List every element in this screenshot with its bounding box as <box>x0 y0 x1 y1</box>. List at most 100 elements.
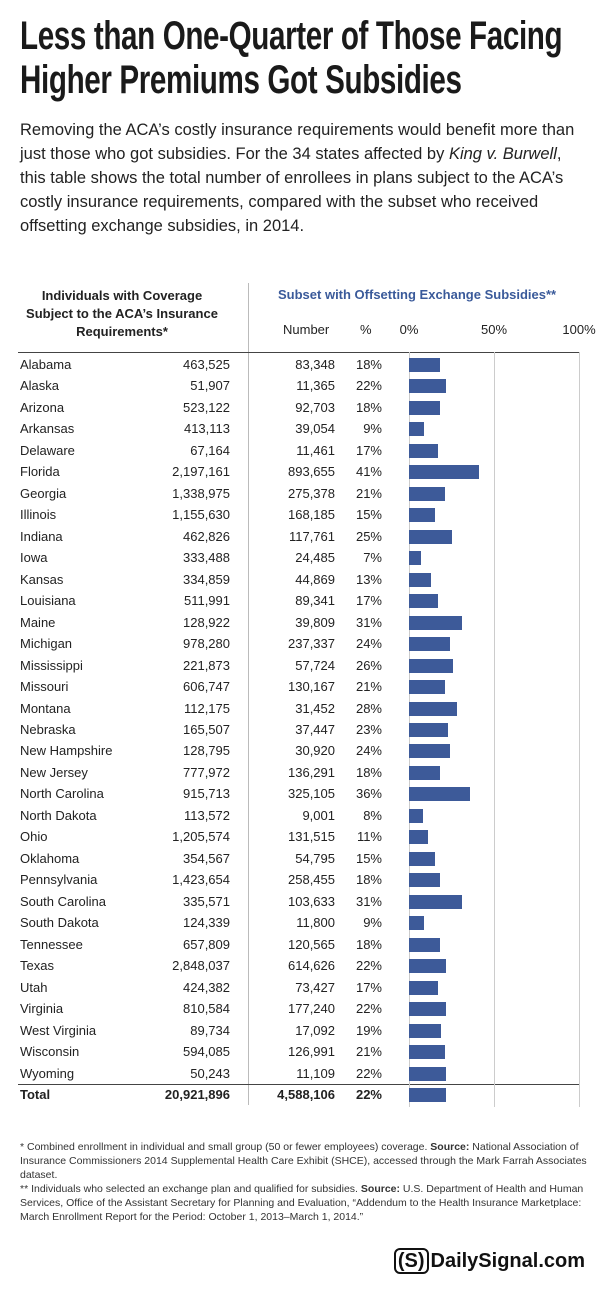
subsidized-value: 130,167 <box>288 679 335 695</box>
percent-value: 17% <box>355 593 382 609</box>
bar <box>409 615 462 630</box>
source-label: Source: <box>360 1183 400 1195</box>
subsidized-value: 177,240 <box>288 1001 335 1017</box>
coverage-value: 335,571 <box>183 893 230 909</box>
bar <box>409 851 435 866</box>
coverage-value: 523,122 <box>183 399 230 415</box>
subtitle-text: Removing the ACA’s costly insurance requ… <box>20 121 575 163</box>
state-label: Ohio <box>20 829 48 845</box>
grid-line <box>579 352 580 1107</box>
source-label: Source: <box>430 1141 470 1153</box>
bar <box>409 959 447 974</box>
percent-value: 18% <box>355 936 382 952</box>
bar <box>409 937 440 952</box>
coverage-value: 1,338,975 <box>172 485 230 501</box>
state-label: Total <box>20 1086 51 1102</box>
subsidized-value: 325,105 <box>288 786 335 802</box>
coverage-value: 810,584 <box>183 1001 230 1017</box>
x-tick-label: 0% <box>399 322 419 337</box>
bar <box>409 379 447 394</box>
state-label: Tennessee <box>20 936 83 952</box>
percent-value: 22% <box>355 958 382 974</box>
percent-value: 8% <box>363 807 382 823</box>
state-label: Alabama <box>20 357 72 372</box>
percent-value: 13% <box>355 571 382 587</box>
bar <box>409 443 438 458</box>
subsidized-value: 39,809 <box>295 614 335 630</box>
state-label: Wisconsin <box>20 1044 80 1060</box>
subsidized-value: 17,092 <box>295 1022 335 1038</box>
percent-value: 18% <box>355 357 382 372</box>
subsidized-value: 103,633 <box>288 893 335 909</box>
coverage-value: 978,280 <box>183 636 230 652</box>
footnote: ** Individuals who selected an exchange … <box>20 1182 590 1224</box>
total-rule <box>18 1084 580 1085</box>
bar <box>409 980 438 995</box>
percent-value: 31% <box>355 893 382 909</box>
percent-value: 22% <box>355 1001 382 1017</box>
coverage-value: 2,848,037 <box>172 958 230 974</box>
state-label: Kansas <box>20 571 64 587</box>
bar <box>409 787 471 802</box>
bar <box>409 465 479 480</box>
bar <box>409 701 457 716</box>
coverage-value: 333,488 <box>183 550 230 566</box>
state-label: Virginia <box>20 1001 64 1017</box>
state-label: South Dakota <box>20 915 99 931</box>
subsidized-value: 39,054 <box>295 421 335 437</box>
coverage-value: 20,921,896 <box>164 1086 230 1102</box>
subsidized-value: 120,565 <box>288 936 335 952</box>
state-label: Pennsylvania <box>20 872 98 888</box>
percent-value: 11% <box>356 829 382 845</box>
footnote-text: U.S. Department of Health and Human Serv… <box>20 1183 584 1223</box>
bar <box>409 400 440 415</box>
footnote-text: ** Individuals who selected an exchange … <box>20 1183 361 1195</box>
subsidized-value: 4,588,106 <box>277 1086 335 1102</box>
footnote: * Combined enrollment in individual and … <box>20 1140 590 1182</box>
subsidized-value: 136,291 <box>288 764 335 780</box>
subsidized-value: 168,185 <box>288 507 335 523</box>
percent-value: 36% <box>355 786 382 802</box>
subsidized-value: 31,452 <box>295 700 335 716</box>
state-label: Arizona <box>20 399 65 415</box>
percent-value: 9% <box>363 915 382 931</box>
percent-value: 19% <box>355 1022 382 1038</box>
bar <box>409 508 435 523</box>
bar <box>409 486 445 501</box>
subtitle-case: King v. Burwell <box>448 145 557 163</box>
percent-value: 25% <box>355 528 382 544</box>
coverage-value: 89,734 <box>190 1022 230 1038</box>
state-label: Oklahoma <box>20 850 80 866</box>
subsidized-value: 57,724 <box>295 657 335 673</box>
percent-value: 31% <box>355 614 382 630</box>
state-label: Texas <box>20 958 54 974</box>
state-label: New Jersey <box>20 764 88 780</box>
bar <box>409 529 452 544</box>
percent-value: 21% <box>355 485 382 501</box>
subsidized-value: 11,365 <box>296 378 335 394</box>
percent-value: 22% <box>355 1086 382 1102</box>
title: Less than One-Quarter of Those Facing Hi… <box>20 14 563 102</box>
number-header: Number <box>283 322 330 337</box>
state-label: Wyoming <box>20 1065 75 1081</box>
state-label: New Hampshire <box>20 743 113 759</box>
x-tick-label: 50% <box>480 322 508 337</box>
bar <box>409 1066 447 1081</box>
right-header: Subset with Offsetting Exchange Subsidie… <box>278 287 557 302</box>
bar <box>409 680 445 695</box>
coverage-value: 657,809 <box>183 936 230 952</box>
x-tick-label: 100% <box>562 322 596 337</box>
coverage-value: 67,164 <box>190 442 230 458</box>
subsidized-value: 73,427 <box>295 979 335 995</box>
subsidized-value: 24,485 <box>295 550 335 566</box>
subsidized-value: 9,001 <box>302 807 335 823</box>
state-label: Indiana <box>20 528 63 544</box>
subsidized-value: 237,337 <box>288 636 335 652</box>
percent-value: 18% <box>355 764 382 780</box>
percent-value: 15% <box>355 850 382 866</box>
coverage-value: 51,907 <box>190 378 230 394</box>
state-label: West Virginia <box>20 1022 97 1038</box>
coverage-value: 112,175 <box>183 700 230 716</box>
subtitle-text: , this table shows the total number of e… <box>20 145 564 235</box>
